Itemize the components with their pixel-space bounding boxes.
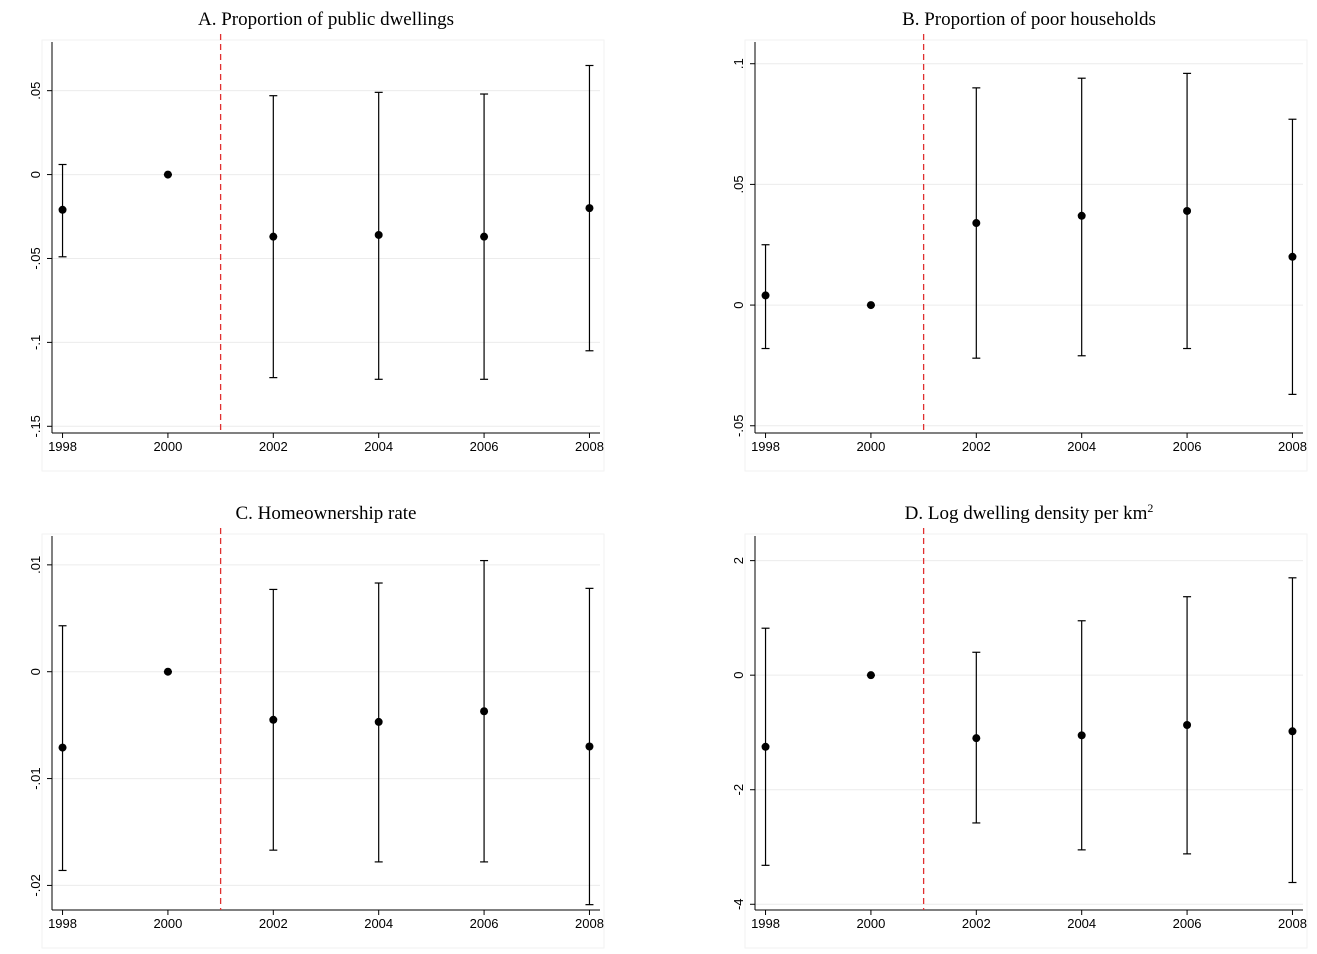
panel-title: B. Proportion of poor households xyxy=(902,9,1156,30)
x-tick-label: 2006 xyxy=(470,439,499,454)
y-tick-label: 0 xyxy=(731,301,746,308)
point xyxy=(972,734,981,743)
y-tick-label: -4 xyxy=(731,898,746,910)
x-tick-label: 2000 xyxy=(153,439,182,454)
point xyxy=(866,671,875,680)
point xyxy=(163,667,172,676)
y-tick-label: 0 xyxy=(28,171,43,178)
y-tick-label: -.1 xyxy=(28,335,43,350)
x-tick-label: 1998 xyxy=(751,916,780,931)
x-tick-label: 2002 xyxy=(259,439,288,454)
x-tick-label: 2008 xyxy=(575,916,604,931)
x-tick-label: 2008 xyxy=(575,439,604,454)
point xyxy=(1077,211,1086,220)
point xyxy=(585,742,594,751)
y-tick-label: .05 xyxy=(731,175,746,193)
x-tick-label: 1998 xyxy=(751,439,780,454)
y-tick-label: 2 xyxy=(731,557,746,564)
point xyxy=(585,204,594,213)
x-tick-label: 2002 xyxy=(962,916,991,931)
point xyxy=(374,230,383,239)
point xyxy=(269,715,278,724)
point xyxy=(480,232,489,241)
plot-frame xyxy=(41,39,605,472)
point xyxy=(480,707,489,716)
point xyxy=(761,742,770,751)
point xyxy=(1183,721,1192,730)
point xyxy=(1077,731,1086,740)
panel-title-superscript: 2 xyxy=(1147,501,1153,515)
panel-title-text: C. Homeownership rate xyxy=(236,503,417,524)
point xyxy=(58,743,67,752)
y-tick-label: .01 xyxy=(28,556,43,574)
y-tick-label: -.15 xyxy=(28,415,43,437)
x-tick-label: 2006 xyxy=(1173,439,1202,454)
y-tick-label: .1 xyxy=(731,58,746,69)
point xyxy=(972,219,981,228)
x-tick-label: 2008 xyxy=(1278,916,1307,931)
x-tick-label: 2002 xyxy=(259,916,288,931)
panel-title: C. Homeownership rate xyxy=(236,503,417,524)
x-tick-label: 2004 xyxy=(1067,439,1096,454)
y-tick-label: 0 xyxy=(28,668,43,675)
x-tick-label: 1998 xyxy=(48,439,77,454)
point xyxy=(761,291,770,300)
x-tick-label: 2008 xyxy=(1278,439,1307,454)
panel-title-text: A. Proportion of public dwellings xyxy=(198,9,454,30)
point xyxy=(269,232,278,241)
y-tick-label: -.02 xyxy=(28,874,43,896)
x-tick-label: 2004 xyxy=(1067,916,1096,931)
x-tick-label: 1998 xyxy=(48,916,77,931)
x-tick-label: 2000 xyxy=(856,439,885,454)
y-tick-label: -2 xyxy=(731,784,746,796)
point xyxy=(1288,727,1297,736)
point xyxy=(58,205,67,214)
point xyxy=(866,301,875,310)
y-tick-label: .05 xyxy=(28,82,43,100)
x-tick-label: 2004 xyxy=(364,439,393,454)
plot-frame xyxy=(744,39,1308,472)
x-tick-label: 2002 xyxy=(962,439,991,454)
x-tick-label: 2006 xyxy=(1173,916,1202,931)
y-tick-label: 0 xyxy=(731,672,746,679)
y-tick-label: -.05 xyxy=(731,415,746,437)
panel-title: D. Log dwelling density per km2 xyxy=(905,501,1154,524)
point xyxy=(374,717,383,726)
plot-frame xyxy=(41,533,605,949)
panel-title-text: D. Log dwelling density per km xyxy=(905,503,1148,524)
x-tick-label: 2006 xyxy=(470,916,499,931)
point xyxy=(163,170,172,179)
y-tick-label: -.01 xyxy=(28,767,43,789)
y-tick-label: -.05 xyxy=(28,247,43,269)
panel-title-text: B. Proportion of poor households xyxy=(902,9,1156,30)
plot-frame xyxy=(744,533,1308,949)
point xyxy=(1183,206,1192,215)
x-tick-label: 2000 xyxy=(856,916,885,931)
panel-title: A. Proportion of public dwellings xyxy=(198,9,454,30)
x-tick-label: 2000 xyxy=(153,916,182,931)
x-tick-label: 2004 xyxy=(364,916,393,931)
point xyxy=(1288,252,1297,261)
